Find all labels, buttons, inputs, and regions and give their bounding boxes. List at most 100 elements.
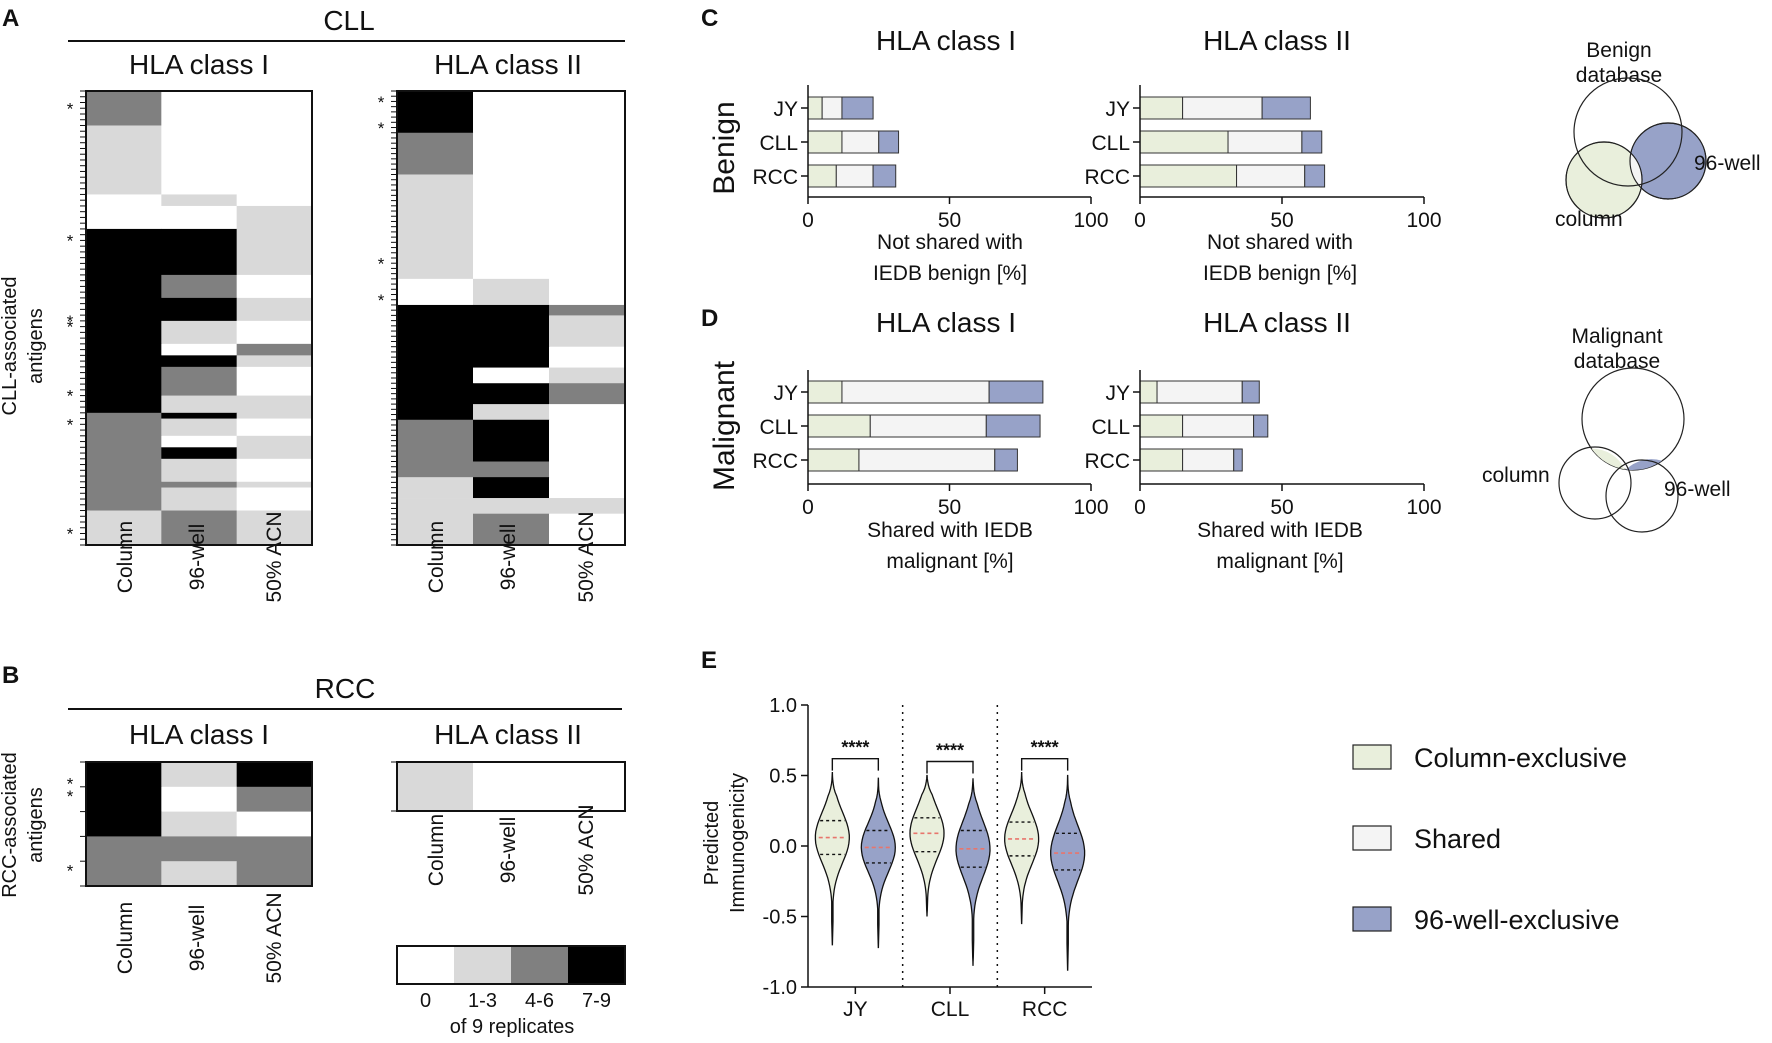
bar-segment	[1241, 380, 1260, 404]
heat-cell	[161, 861, 238, 887]
y-tick-label: -1.0	[763, 977, 797, 999]
panel-b-title: RCC	[315, 673, 376, 704]
category-label: CLL	[759, 416, 798, 439]
heat-cell	[86, 395, 162, 414]
legend-frame	[396, 945, 626, 985]
bar-segment	[835, 164, 874, 188]
heat-cell	[397, 174, 474, 280]
category-label: CLL	[759, 132, 798, 155]
heat-cell	[161, 447, 238, 460]
asterisk-mark: *	[67, 775, 74, 794]
heat-cell	[161, 297, 238, 322]
heat-cell	[161, 274, 238, 299]
heat-cell	[161, 418, 238, 437]
heat-cell	[397, 461, 474, 478]
category-label: CLL	[931, 998, 970, 1021]
asterisk-mark: *	[378, 119, 385, 138]
bar-segment	[1139, 164, 1238, 188]
heat-cell	[236, 366, 313, 396]
venn-malignant: Malignant database column 96-well	[1482, 325, 1731, 533]
panel-c-class1-title: HLA class I	[876, 25, 1016, 56]
heat-cell	[549, 367, 626, 384]
legend-level-label: 0	[420, 990, 431, 1012]
heat-cell	[161, 435, 238, 448]
bar-segment	[807, 448, 860, 472]
x-tick-label: 0	[802, 496, 814, 519]
bar-segment	[994, 448, 1018, 472]
bar-segment	[1139, 96, 1184, 120]
heat-cell	[473, 513, 550, 546]
panel-label-a: A	[2, 5, 19, 32]
significance-bracket	[1020, 757, 1069, 771]
asterisk-mark: *	[67, 312, 74, 331]
bar-segment	[869, 414, 987, 438]
legend-swatch-shared	[1352, 825, 1392, 851]
panel-e-ylabel-line1: Predicted	[701, 801, 723, 886]
panel-b-class2-title: HLA class II	[434, 719, 582, 750]
heat-cell	[549, 404, 626, 421]
bar-segment	[807, 380, 843, 404]
col-label-96-well: 96-well	[497, 524, 520, 591]
heat-cell	[86, 228, 162, 276]
category-label: JY	[843, 998, 868, 1021]
heatmap-a-class1: *******	[67, 90, 313, 546]
legend-e: Column-exclusive Shared 96-well-exclusiv…	[1352, 743, 1627, 935]
heatmap-legend-caption: of 9 replicates	[450, 1016, 575, 1038]
panel-label-e: E	[701, 647, 717, 674]
legend-level-label: 7-9	[582, 990, 611, 1012]
violin-body	[955, 778, 991, 966]
heat-cell	[236, 418, 313, 437]
legend-level-swatch	[397, 946, 455, 984]
x-tick-label: 100	[1073, 209, 1108, 232]
col-label-96-well: 96-well	[186, 524, 209, 591]
heat-cell	[86, 811, 162, 837]
col-label-50-acn: 50% ACN	[263, 511, 286, 602]
panel-label-b: B	[2, 662, 19, 689]
x-tick-label: 0	[1134, 496, 1146, 519]
heat-cell	[161, 355, 238, 368]
venn-benign-column-label: column	[1555, 208, 1623, 231]
panel-a-ylabel: CLL-associated antigens	[0, 277, 47, 416]
asterisk-mark: *	[67, 861, 74, 880]
bar-segment	[807, 164, 837, 188]
venn-96-well-outline	[1629, 122, 1707, 200]
heat-cell	[86, 205, 162, 230]
heat-cell	[549, 304, 626, 316]
heat-cell	[236, 836, 313, 862]
x-tick-label: 100	[1073, 496, 1108, 519]
heat-cell	[161, 458, 238, 483]
x-tick-label: 50	[1270, 496, 1293, 519]
col-label-96-well: 96-well	[186, 905, 209, 972]
panel-label-d: D	[701, 305, 718, 332]
violin-body	[909, 774, 945, 917]
panel-d-class2-xlabel-line1: Shared with IEDB	[1197, 519, 1363, 542]
heat-cell	[473, 278, 550, 306]
heat-cell	[236, 762, 313, 788]
heat-cell	[397, 419, 474, 462]
heat-cell	[549, 346, 626, 368]
heat-cell	[236, 343, 313, 356]
heat-cell	[549, 513, 626, 546]
venn-benign: Benign database 96-well column	[1555, 39, 1761, 231]
heat-cell	[86, 355, 162, 368]
heat-cell	[161, 412, 238, 419]
heat-cell	[236, 811, 313, 837]
heat-cell	[236, 447, 313, 460]
significance-label: ****	[1031, 738, 1059, 758]
significance-label: ****	[936, 741, 964, 761]
category-label: RCC	[1085, 166, 1131, 189]
heatmap-frame	[396, 761, 626, 812]
panel-d-class1-xlabel-line1: Shared with IEDB	[867, 519, 1033, 542]
heat-cell	[161, 205, 238, 230]
asterisk-mark: *	[378, 291, 385, 310]
heat-cell	[473, 174, 550, 280]
heat-cell	[86, 194, 162, 207]
bar-segment	[878, 130, 900, 154]
heat-cell	[86, 91, 162, 126]
heat-cell	[397, 477, 474, 499]
heat-cell	[473, 315, 550, 348]
bar-segment	[988, 380, 1044, 404]
heat-cell	[236, 194, 313, 207]
x-tick-label: 0	[802, 209, 814, 232]
legend-label-96-well: 96-well-exclusive	[1414, 905, 1620, 935]
